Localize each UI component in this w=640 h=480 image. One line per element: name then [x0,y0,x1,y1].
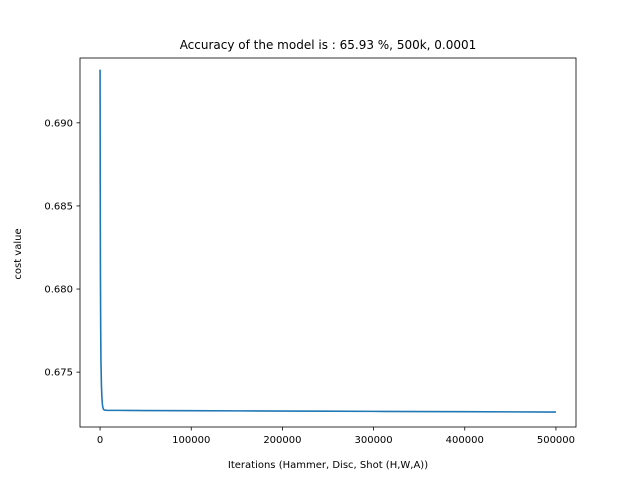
y-axis-label: cost value [13,228,24,279]
y-tick-label: 0.690 [44,118,73,129]
x-tick-label: 500000 [537,435,575,446]
x-tick-label: 0 [97,435,103,446]
series-line-0 [99,69,556,413]
x-tick-label: 100000 [172,435,210,446]
x-tick-label: 300000 [354,435,392,446]
plot-area: 0 100000 200000 300000 400000 500000 0.675 0.68… [44,57,577,446]
x-tick-label: 400000 [446,435,484,446]
y-tick-label: 0.685 [44,201,73,212]
y-tick-label: 0.675 [44,368,73,379]
y-tick-label: 0.680 [44,285,73,296]
x-tick-label: 200000 [263,435,301,446]
axes-frame [79,57,577,428]
x-axis-label: Iterations (Hammer, Disc, Shot (H,W,A)) [228,460,428,471]
chart-title: Accuracy of the model is : 65.93 %, 500k… [180,38,477,52]
